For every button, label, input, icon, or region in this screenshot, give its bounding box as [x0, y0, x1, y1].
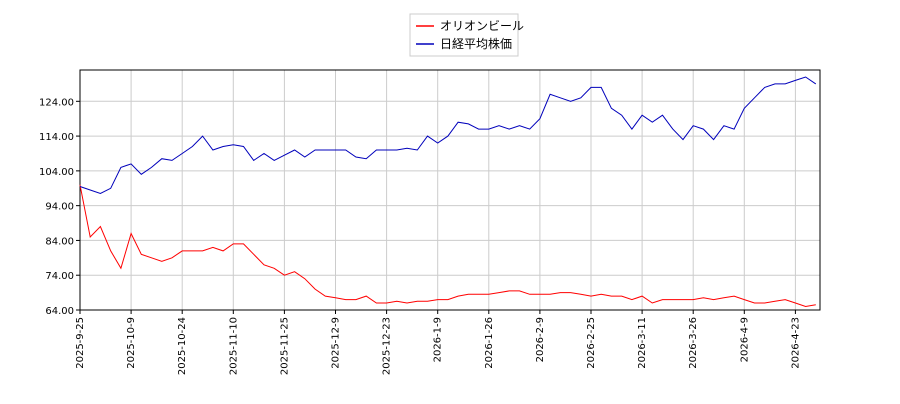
x-tick-label: 2026-4-9 — [739, 317, 750, 362]
x-tick-label: 2025-11-10 — [228, 317, 239, 375]
x-tick-label: 2026-2-9 — [535, 317, 546, 362]
x-tick-label: 2025-12-9 — [331, 317, 342, 369]
y-tick-label: 94.00 — [45, 202, 74, 213]
y-tick-label: 74.00 — [45, 271, 74, 282]
y-tick-label: 124.00 — [39, 97, 74, 108]
series-line — [79, 184, 816, 308]
x-tick-label: 2026-3-11 — [637, 317, 648, 369]
x-tick-label: 2025-9-25 — [75, 317, 86, 369]
y-tick-label: 104.00 — [39, 167, 74, 178]
x-tick-label: 2025-10-9 — [126, 317, 137, 369]
x-tick-label: 2026-3-26 — [688, 317, 699, 369]
x-tick-label: 2026-1-9 — [433, 317, 444, 362]
x-tick-label: 2025-12-23 — [382, 317, 393, 375]
y-tick-label: 64.00 — [45, 306, 74, 317]
plot-frame — [79, 69, 821, 311]
legend-label: 日経平均株価 — [440, 36, 512, 51]
x-tick-label: 2026-2-25 — [586, 317, 597, 369]
y-tick-label: 114.00 — [39, 132, 74, 143]
x-tick-label: 2026-4-23 — [790, 317, 801, 369]
x-tick-label: 2026-1-26 — [484, 317, 495, 369]
x-tick-label: 2025-11-25 — [279, 317, 290, 375]
series-line — [79, 76, 817, 195]
legend-label: オリオンビール — [440, 19, 524, 33]
x-tick-label: 2025-10-24 — [177, 317, 188, 375]
legend-box — [409, 13, 519, 57]
y-tick-label: 84.00 — [45, 236, 74, 247]
